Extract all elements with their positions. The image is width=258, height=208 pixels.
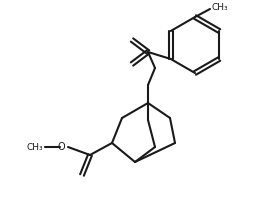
Text: CH₃: CH₃ bbox=[212, 4, 229, 12]
Text: CH₃: CH₃ bbox=[26, 142, 43, 151]
Text: O: O bbox=[57, 142, 65, 152]
